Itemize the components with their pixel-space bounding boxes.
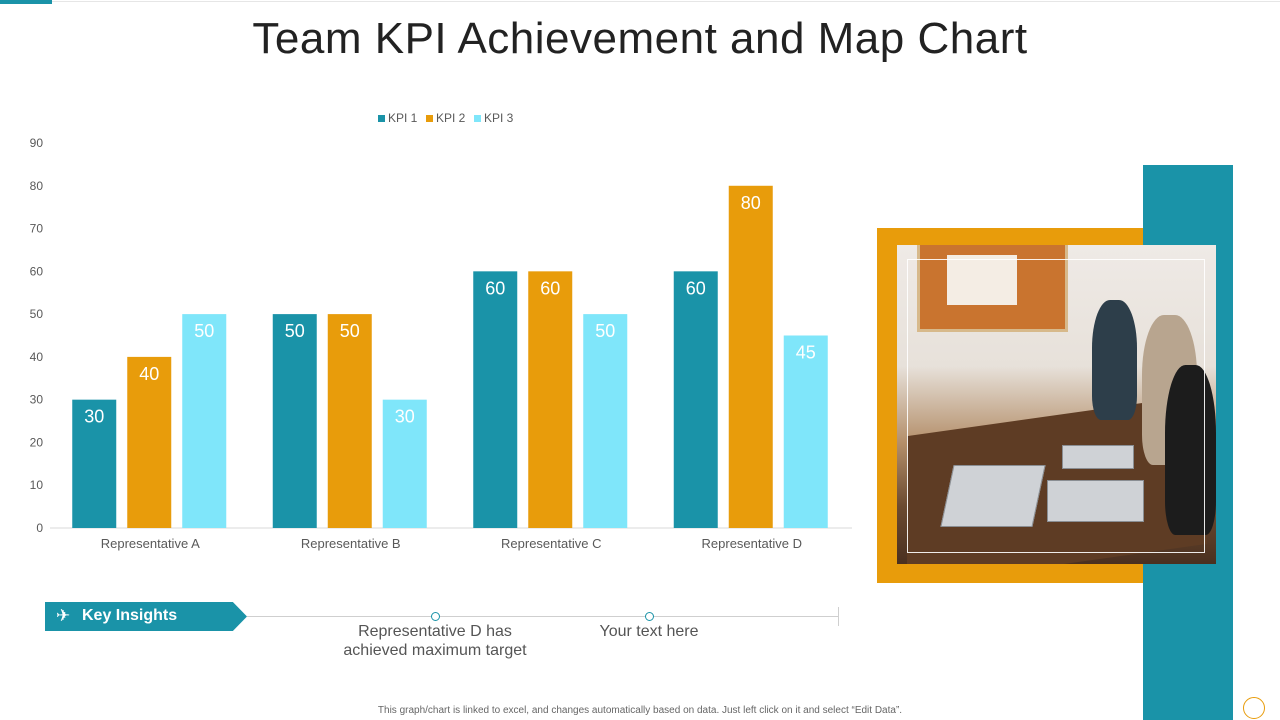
bar — [728, 185, 773, 528]
footnote: This graph/chart is linked to excel, and… — [377, 705, 903, 716]
bar — [583, 314, 628, 528]
top-divider — [52, 1, 1280, 2]
team-meeting-photo — [897, 245, 1216, 564]
y-tick-label: 50 — [30, 307, 44, 321]
legend-swatch — [426, 115, 433, 122]
y-tick-label: 40 — [30, 350, 44, 364]
bar — [272, 314, 317, 528]
data-label: 50 — [194, 321, 214, 341]
timeline-dot — [645, 612, 654, 621]
kpi-bar-chart[interactable]: 0 10 20 30 40 50 60 70 80 90 30 40 50 Representative … — [0, 100, 870, 560]
bar — [72, 399, 117, 528]
bar — [127, 356, 172, 528]
data-label: 60 — [540, 278, 560, 298]
person-figure — [1092, 300, 1137, 420]
x-tick-label: Representative D — [702, 536, 802, 551]
insight-line: Representative D has — [358, 623, 512, 640]
data-label: 60 — [686, 278, 706, 298]
bar — [528, 271, 573, 528]
legend-label: KPI 1 — [388, 111, 418, 125]
bar — [673, 271, 718, 528]
insight-line: Your text here — [599, 623, 699, 640]
y-tick-label: 10 — [30, 478, 44, 492]
y-tick-label: 0 — [36, 521, 43, 535]
key-insights-label: Key Insights — [82, 607, 178, 624]
photo-inner-border — [907, 259, 1205, 553]
data-label: 50 — [595, 321, 615, 341]
x-tick-label: Representative B — [301, 536, 401, 551]
data-label: 60 — [485, 278, 505, 298]
data-label: 80 — [741, 193, 761, 213]
rocket-icon: ✈ — [55, 606, 71, 625]
legend-label: KPI 2 — [436, 111, 466, 125]
data-label: 50 — [285, 321, 305, 341]
x-tick-label: Representative C — [501, 536, 601, 551]
insight-line: achieved maximum target — [343, 642, 527, 659]
timeline-end-mark — [838, 607, 839, 626]
y-tick-label: 70 — [30, 222, 44, 236]
legend-swatch — [474, 115, 481, 122]
key-insights-banner: ✈ Key Insights — [45, 602, 247, 631]
laptop — [1062, 445, 1134, 469]
y-tick-label: 30 — [30, 393, 44, 407]
corner-circle-decor — [1243, 697, 1265, 719]
top-accent-bar — [0, 0, 52, 4]
insights-timeline — [247, 616, 839, 617]
legend-label: KPI 3 — [484, 111, 514, 125]
data-label: 30 — [395, 407, 415, 427]
bar — [182, 314, 227, 528]
legend-swatch — [378, 115, 385, 122]
data-label: 45 — [796, 343, 816, 363]
wall-painting-detail — [947, 255, 1017, 305]
data-label: 50 — [340, 321, 360, 341]
laptop — [1047, 480, 1144, 522]
x-tick-label: Representative A — [101, 536, 200, 551]
y-tick-label: 60 — [30, 264, 44, 278]
data-label: 40 — [139, 364, 159, 384]
timeline-dot — [431, 612, 440, 621]
y-tick-label: 80 — [30, 179, 44, 193]
bar — [783, 335, 828, 528]
bar — [327, 314, 372, 528]
bar — [473, 271, 518, 528]
bar — [382, 399, 427, 528]
insight-text: Representative D has achieved maximum ta… — [330, 622, 540, 660]
page-title: Team KPI Achievement and Map Chart — [252, 14, 1028, 63]
data-label: 30 — [84, 407, 104, 427]
y-tick-label: 20 — [30, 435, 44, 449]
insight-text: Your text here — [569, 622, 729, 641]
y-tick-label: 90 — [30, 136, 44, 150]
person-figure — [1165, 365, 1216, 535]
